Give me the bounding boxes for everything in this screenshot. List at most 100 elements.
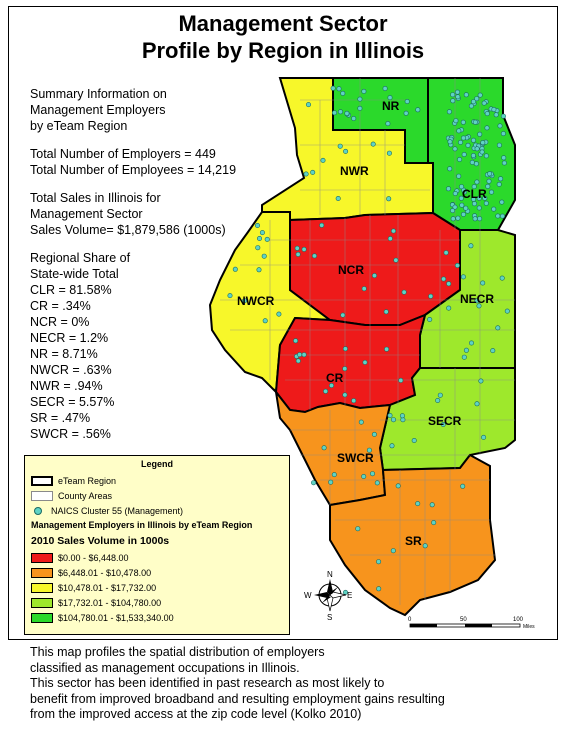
region-label-secr: SECR bbox=[428, 414, 462, 428]
employer-dot bbox=[461, 354, 467, 360]
employer-dot bbox=[310, 169, 316, 175]
footer-line-1: This map profiles the spatial distributi… bbox=[30, 645, 325, 659]
employer-dot bbox=[441, 276, 447, 282]
employer-dot bbox=[390, 228, 396, 234]
total-employers: Total Number of Employers = 449 bbox=[30, 147, 216, 161]
employer-dot bbox=[486, 178, 492, 184]
employer-dot bbox=[487, 171, 493, 177]
employer-dot bbox=[480, 280, 486, 286]
employer-dot bbox=[276, 311, 282, 317]
employer-dot bbox=[371, 273, 377, 279]
region-label-ncr: NCR bbox=[338, 263, 364, 277]
employer-dot bbox=[479, 149, 485, 155]
share-swcr: SWCR = .56% bbox=[30, 427, 111, 441]
legend-eteam-label: eTeam Region bbox=[58, 476, 117, 486]
employer-dot bbox=[256, 267, 262, 273]
employer-dot bbox=[500, 113, 506, 119]
employer-dot bbox=[485, 183, 491, 189]
employer-dot bbox=[323, 388, 329, 394]
employer-dot bbox=[428, 293, 434, 299]
employer-dot bbox=[366, 447, 372, 453]
employer-dot bbox=[463, 92, 469, 98]
share-nwr: NWR = .94% bbox=[30, 379, 103, 393]
scale-tick-100: 100 bbox=[513, 617, 524, 623]
employer-dot bbox=[452, 191, 458, 197]
county-area-swatch bbox=[31, 491, 53, 501]
employer-dot bbox=[393, 257, 399, 263]
employer-dot bbox=[404, 99, 410, 105]
employer-dot bbox=[371, 431, 377, 437]
footer-line-3: This sector has been identified in past … bbox=[30, 676, 385, 690]
summary-heading-1: Summary Information on bbox=[30, 87, 167, 101]
employer-dot bbox=[422, 543, 428, 549]
employer-dot bbox=[468, 103, 474, 109]
employer-dot bbox=[351, 116, 357, 122]
share-nr: NR = 8.71% bbox=[30, 347, 98, 361]
employer-dot bbox=[415, 501, 421, 507]
map-legend: Legend eTeam Region County Areas NAICS C… bbox=[24, 455, 290, 635]
employer-dot bbox=[460, 274, 466, 280]
employer-dot bbox=[476, 195, 482, 201]
employer-dot bbox=[452, 146, 458, 152]
employer-dot bbox=[340, 312, 346, 318]
employer-dot bbox=[262, 318, 268, 324]
title-line-2: Profile by Region in Illinois bbox=[141, 38, 425, 63]
employer-dot bbox=[472, 119, 478, 125]
footer-line-2: classified as management occupations in … bbox=[30, 660, 300, 675]
legend-class-2: $6,448.01 - $10,478.00 bbox=[31, 567, 151, 579]
employer-dot bbox=[446, 305, 452, 311]
scale-bar: 0 50 100 Miles bbox=[408, 617, 535, 630]
employer-dot bbox=[458, 184, 464, 190]
employer-dot bbox=[297, 352, 303, 358]
employer-dot bbox=[495, 213, 501, 219]
employer-dot bbox=[319, 222, 325, 228]
employer-dot bbox=[478, 378, 484, 384]
share-secr: SECR = 5.57% bbox=[30, 395, 115, 409]
employer-dot bbox=[301, 246, 307, 252]
employer-dot bbox=[259, 230, 265, 236]
legend-class-3: $10,478.01 - $17,732.00 bbox=[31, 582, 156, 594]
employer-dot bbox=[255, 245, 261, 251]
compass-s: S bbox=[327, 613, 332, 622]
region-label-nwcr: NWCR bbox=[237, 294, 275, 308]
eteam-region-swatch bbox=[31, 476, 53, 486]
map-title: Management Sector Profile by Region in I… bbox=[8, 10, 558, 64]
employer-dot bbox=[496, 142, 502, 148]
class-3-label: $10,478.01 - $17,732.00 bbox=[58, 583, 157, 593]
employer-dot bbox=[450, 92, 456, 98]
employer-dot bbox=[456, 128, 462, 134]
employer-dot bbox=[447, 166, 453, 172]
legend-row-eteam: eTeam Region bbox=[31, 475, 116, 487]
employer-dot bbox=[477, 216, 483, 222]
employer-dot bbox=[496, 181, 502, 187]
legend-title: Legend bbox=[140, 459, 173, 469]
employer-dot bbox=[387, 412, 393, 418]
employer-dot bbox=[473, 161, 479, 167]
employer-dot bbox=[480, 140, 486, 146]
footer-line-4: benefit from improved broadband and resu… bbox=[30, 691, 445, 706]
share-heading-2: State-wide Total bbox=[30, 267, 119, 281]
legend-row-naics: NAICS Cluster 55 (Management) bbox=[31, 505, 183, 517]
legend-class-1: $0.00 - $6,448.00 bbox=[31, 552, 129, 564]
employer-dot bbox=[294, 245, 300, 251]
employer-dot bbox=[499, 213, 505, 219]
employer-dot bbox=[470, 99, 476, 105]
employer-dot bbox=[504, 308, 510, 314]
legend-sales-title: 2010 Sales Volume in 1000s bbox=[31, 535, 170, 547]
employer-dot bbox=[456, 173, 462, 179]
employer-dot bbox=[495, 325, 501, 331]
employer-dot bbox=[458, 195, 464, 201]
class-1-swatch bbox=[31, 553, 53, 563]
employer-dot bbox=[337, 109, 343, 115]
employer-dot bbox=[399, 413, 405, 419]
employer-dot bbox=[481, 100, 487, 106]
employer-dot bbox=[398, 377, 404, 383]
employer-dot bbox=[357, 105, 363, 111]
employer-dot bbox=[484, 111, 490, 117]
employer-dot bbox=[460, 119, 466, 125]
employer-dot bbox=[261, 253, 267, 259]
employer-dot bbox=[450, 208, 456, 214]
employer-dot bbox=[459, 202, 465, 208]
employer-dot bbox=[491, 206, 497, 212]
